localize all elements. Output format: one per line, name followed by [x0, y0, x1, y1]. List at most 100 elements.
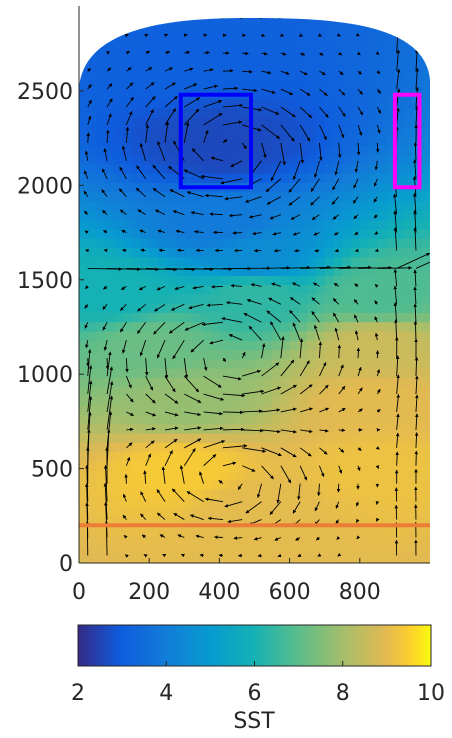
sst-cell — [325, 6, 334, 16]
velocity-arrow — [396, 18, 398, 36]
velocity-arrow — [415, 105, 419, 125]
sst-cell — [280, 145, 291, 156]
velocity-arrow — [376, 124, 381, 134]
velocity-arrow — [242, 447, 267, 453]
sst-cell — [386, 256, 396, 267]
sst-cell — [403, 516, 414, 527]
sst-cell — [96, 535, 106, 546]
velocity-arrow — [232, 231, 243, 235]
sst-cell — [175, 340, 185, 351]
sst-cell — [245, 358, 256, 369]
sst-cell — [201, 238, 212, 248]
sst-cell — [394, 395, 405, 406]
sst-cell — [368, 321, 378, 332]
sst-cell — [122, 70, 133, 81]
velocity-arrow — [280, 407, 297, 413]
sst-cell — [421, 182, 430, 193]
sst-cell — [131, 256, 142, 267]
sst-cell — [131, 423, 142, 434]
velocity-arrow — [242, 369, 261, 377]
sst-cell — [166, 312, 177, 323]
sst-cell — [368, 451, 378, 462]
velocity-arrow — [357, 408, 363, 413]
sst-cell — [307, 423, 317, 434]
sst-cell — [87, 451, 98, 462]
sst-cell — [272, 182, 282, 193]
sst-cell — [403, 349, 414, 360]
sst-cell — [140, 61, 150, 72]
sst-cell — [219, 61, 229, 72]
sst-cell — [140, 145, 150, 156]
sst-cell — [245, 423, 256, 434]
velocity-arrow — [337, 344, 342, 359]
sst-cell — [96, 200, 106, 211]
sst-cell — [289, 70, 299, 81]
sst-cell — [149, 163, 159, 174]
sst-cell — [386, 284, 396, 295]
sst-cell — [79, 18, 89, 26]
sst-cell — [368, 312, 378, 323]
sst-cell — [105, 553, 115, 563]
sst-cell — [167, 6, 176, 16]
velocity-arrow — [140, 491, 147, 502]
sst-cell — [403, 507, 414, 518]
velocity-arrow — [191, 148, 204, 162]
velocity-arrow — [375, 500, 380, 505]
sst-cell — [263, 544, 273, 555]
sst-cell — [245, 275, 256, 286]
sst-cell — [219, 238, 229, 248]
sst-cell — [263, 145, 273, 156]
sst-cell — [184, 368, 194, 378]
velocity-arrow — [222, 393, 246, 398]
sst-cell — [307, 200, 317, 211]
sst-cell — [298, 349, 308, 360]
sst-cell — [105, 154, 115, 165]
sst-cell — [342, 395, 352, 406]
sst-cell — [324, 312, 335, 323]
sst-cell — [263, 191, 273, 202]
sst-cell — [140, 24, 150, 35]
sst-cell — [368, 18, 378, 26]
sst-cell — [201, 256, 212, 267]
sst-cell — [298, 544, 308, 555]
sst-cell — [87, 423, 98, 434]
sst-cell — [175, 507, 185, 518]
sst-cell — [87, 349, 98, 360]
sst-cell — [394, 321, 405, 332]
sst-cell — [351, 507, 361, 518]
sst-cell — [184, 126, 194, 137]
sst-cell — [166, 200, 177, 211]
velocity-arrow — [203, 51, 210, 55]
velocity-arrow — [119, 209, 127, 215]
sst-cell — [79, 442, 89, 453]
sst-cell — [114, 498, 124, 508]
velocity-arrow — [413, 320, 418, 341]
sst-cell — [289, 386, 299, 397]
sst-cell — [105, 52, 115, 63]
sst-cell — [263, 423, 273, 434]
sst-cell — [193, 488, 203, 499]
sst-cell — [79, 414, 89, 425]
sst-cell — [254, 312, 264, 323]
sst-cell — [421, 284, 430, 295]
sst-cell — [131, 460, 142, 471]
sst-cell — [412, 553, 422, 563]
sst-cell — [114, 24, 124, 35]
sst-cell — [140, 70, 150, 81]
sst-cell — [166, 368, 177, 378]
sst-cell — [123, 6, 132, 16]
sst-cell — [140, 498, 150, 508]
sst-cell — [412, 405, 422, 416]
sst-cell — [236, 256, 247, 267]
sst-cell — [157, 525, 168, 536]
sst-cell — [412, 154, 422, 165]
sst-cell — [263, 154, 273, 165]
sst-cell — [377, 414, 387, 425]
sst-cell — [219, 293, 229, 304]
sst-cell — [289, 395, 299, 406]
sst-cell — [201, 117, 212, 128]
sst-cell — [219, 349, 229, 360]
velocity-arrow — [292, 160, 301, 181]
sst-cell — [184, 265, 194, 276]
velocity-arrow — [107, 267, 141, 272]
